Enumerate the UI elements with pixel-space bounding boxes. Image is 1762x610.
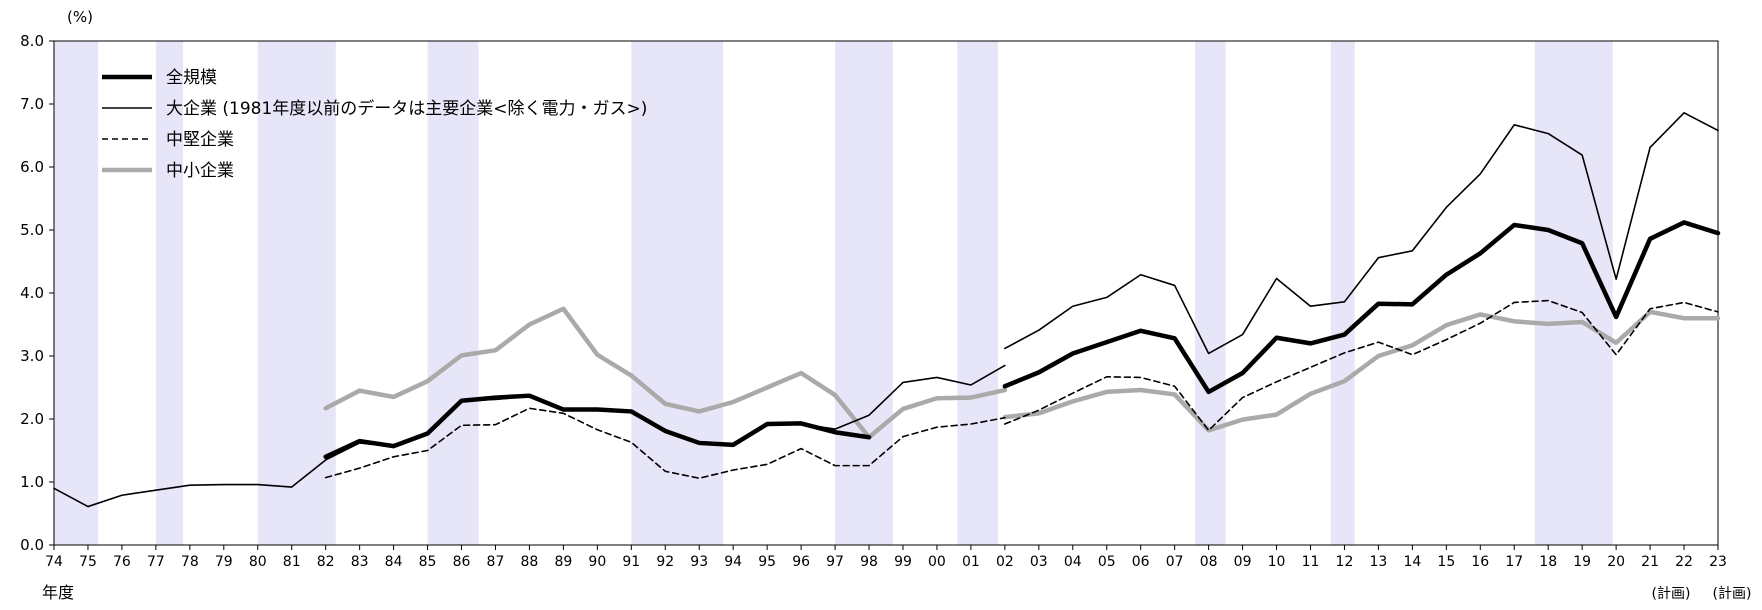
x-tick-label-6: 80 xyxy=(249,554,267,570)
y-tick-label-4: 4.0 xyxy=(20,284,44,302)
shaded-band-7 xyxy=(1195,41,1226,545)
x-tick-label-11: 85 xyxy=(419,554,437,570)
x-tick-label-41: 15 xyxy=(1437,554,1455,570)
y-tick-label-3: 3.0 xyxy=(20,347,44,365)
x-tick-label-36: 10 xyxy=(1268,554,1286,570)
x-tick-label-22: 96 xyxy=(792,554,810,570)
x-tick-label-44: 18 xyxy=(1539,554,1557,570)
axes xyxy=(49,40,1719,550)
x-tick-label-30: 04 xyxy=(1064,554,1082,570)
x-tick-label-18: 92 xyxy=(656,554,674,570)
shaded-band-9 xyxy=(1534,41,1613,545)
x-tick-label-0: 74 xyxy=(45,554,63,570)
x-tick-label-34: 08 xyxy=(1200,554,1218,570)
x-tick-label-40: 14 xyxy=(1403,554,1421,570)
x-tick-label-27: 01 xyxy=(962,554,980,570)
y-tick-labels: 0.0 1.0 2.0 3.0 4.0 5.0 6.0 7.0 8.0 xyxy=(20,32,44,554)
legend-label-3: 中小企業 xyxy=(166,161,234,181)
x-tick-label-38: 12 xyxy=(1336,554,1354,570)
x-tick-labels: 74 75 76 77 78 79 80 81 82 83 84 85 86 87 88 89 90 91 92 93… xyxy=(45,554,1727,570)
x-tick-label-26: 00 xyxy=(928,554,946,570)
shaded-period-bands xyxy=(54,41,1613,545)
y-tick-label-0: 0.0 xyxy=(20,536,44,554)
shaded-band-0 xyxy=(54,41,99,545)
x-tick-label-12: 86 xyxy=(453,554,471,570)
shaded-band-5 xyxy=(835,41,893,545)
x-tick-label-25: 99 xyxy=(894,554,912,570)
y-tick-label-5: 5.0 xyxy=(20,221,44,239)
shaded-band-1 xyxy=(155,41,184,545)
series-3-line-segment-0 xyxy=(323,306,1008,440)
x-tick-label-7: 81 xyxy=(283,554,301,570)
x-tick-label-21: 95 xyxy=(758,554,776,570)
x-tick-label-45: 19 xyxy=(1573,554,1591,570)
x-tick-label-23: 97 xyxy=(826,554,844,570)
series-1-line-segment-1 xyxy=(1004,112,1719,355)
y-unit-label: (%) xyxy=(67,8,93,26)
x-tick-label-13: 87 xyxy=(487,554,505,570)
series-lines xyxy=(53,112,1721,508)
x-tick-label-43: 17 xyxy=(1505,554,1523,570)
shaded-band-8 xyxy=(1330,41,1355,545)
y-tick-label-8: 8.0 xyxy=(20,32,44,50)
series-0-line-segment-0 xyxy=(323,393,872,460)
series-0-line-segment-1 xyxy=(1002,220,1721,395)
legend-label-0: 全規模 xyxy=(166,68,217,88)
x-tick-label-31: 05 xyxy=(1098,554,1116,570)
x-axis-title: 年度 xyxy=(42,583,74,602)
x-tick-label-48: 22 xyxy=(1675,554,1693,570)
x-tick-label-46: 20 xyxy=(1607,554,1625,570)
y-tick-label-6: 6.0 xyxy=(20,158,44,176)
series-3-line-segment-1 xyxy=(1002,309,1721,433)
plan-note-22: (計画) xyxy=(1713,586,1752,602)
x-tick-label-20: 94 xyxy=(724,554,742,570)
shaded-band-3 xyxy=(427,41,479,545)
x-tick-label-1: 75 xyxy=(79,554,97,570)
x-tick-label-3: 77 xyxy=(147,554,165,570)
x-tick-label-15: 89 xyxy=(554,554,572,570)
x-tick-label-47: 21 xyxy=(1641,554,1659,570)
x-tick-label-10: 84 xyxy=(385,554,403,570)
plan-note-21: (計画) xyxy=(1652,586,1691,602)
shaded-band-6 xyxy=(957,41,999,545)
x-tick-label-42: 16 xyxy=(1471,554,1489,570)
x-tick-label-37: 11 xyxy=(1302,554,1320,570)
y-tick-label-7: 7.0 xyxy=(20,95,44,113)
x-tick-label-33: 07 xyxy=(1166,554,1184,570)
x-tick-label-49: 23 xyxy=(1709,554,1727,570)
shaded-band-2 xyxy=(257,41,336,545)
x-tick-label-28: 02 xyxy=(996,554,1014,570)
x-tick-label-14: 88 xyxy=(521,554,539,570)
shaded-band-4 xyxy=(631,41,723,545)
x-tick-label-4: 78 xyxy=(181,554,199,570)
x-tick-label-17: 91 xyxy=(622,554,640,570)
x-tick-label-32: 06 xyxy=(1132,554,1150,570)
x-tick-label-35: 09 xyxy=(1234,554,1252,570)
x-tick-label-39: 13 xyxy=(1369,554,1387,570)
x-tick-label-5: 79 xyxy=(215,554,233,570)
legend-label-1: 大企業 (1981年度以前のデータは主要企業<除く電力・ガス>) xyxy=(166,98,647,119)
x-tick-label-19: 93 xyxy=(690,554,708,570)
x-tick-label-2: 76 xyxy=(113,554,131,570)
x-tick-label-16: 90 xyxy=(588,554,606,570)
y-tick-label-2: 2.0 xyxy=(20,410,44,428)
x-tick-label-29: 03 xyxy=(1030,554,1048,570)
y-tick-label-1: 1.0 xyxy=(20,473,44,491)
series-2-line-segment-0 xyxy=(324,407,1006,480)
x-tick-label-24: 98 xyxy=(860,554,878,570)
series-2-line-segment-1 xyxy=(1004,299,1719,432)
x-tick-label-9: 83 xyxy=(351,554,369,570)
legend-label-2: 中堅企業 xyxy=(166,130,234,150)
x-tick-label-8: 82 xyxy=(317,554,335,570)
